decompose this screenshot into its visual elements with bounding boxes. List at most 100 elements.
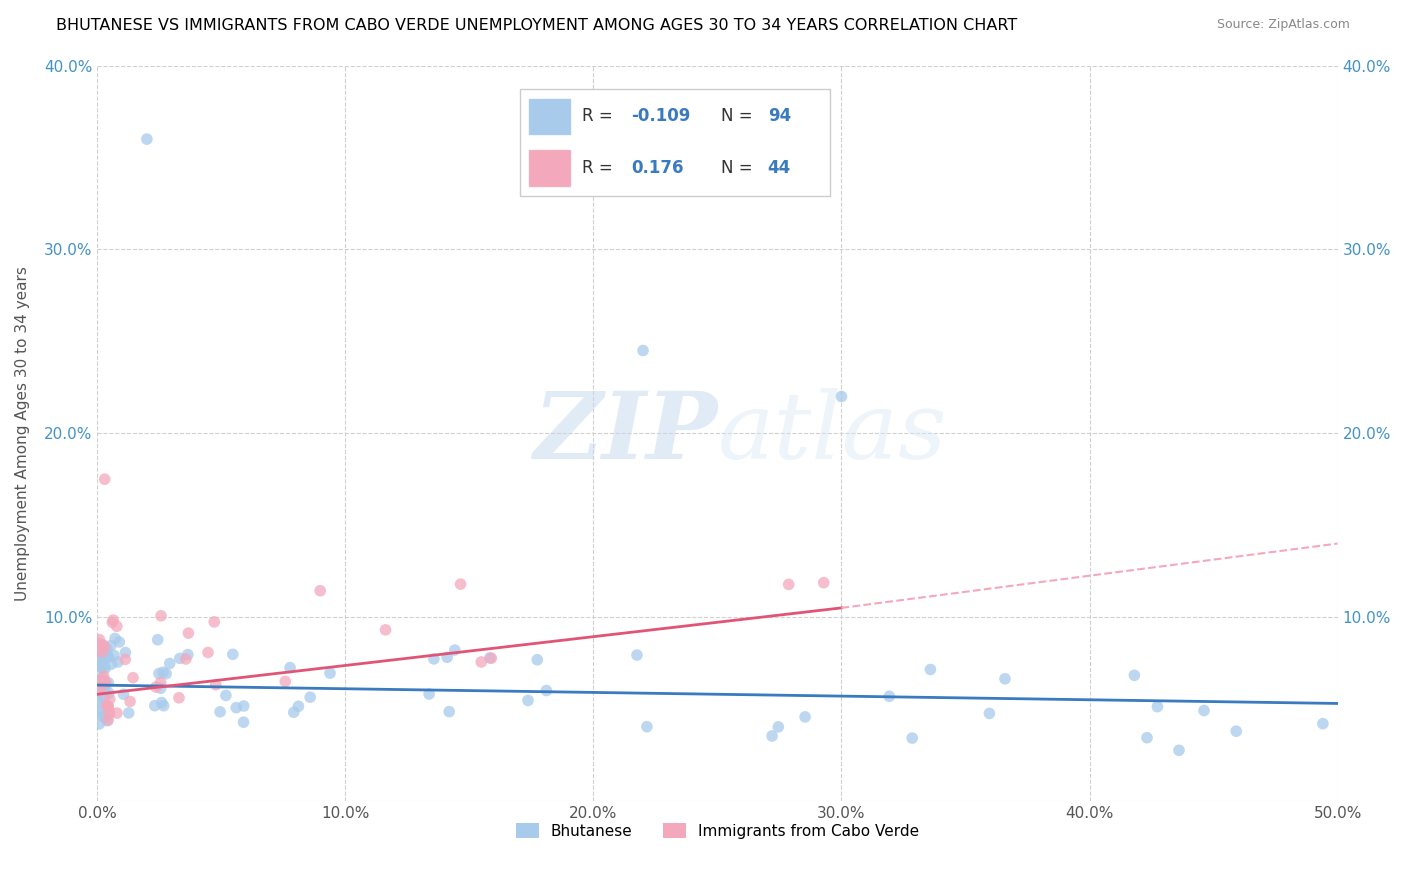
Bhutanese <box>319 666 342 681</box>
Immigrants from Cabo Verde <box>813 575 835 590</box>
Bhutanese <box>90 659 112 673</box>
Immigrants from Cabo Verde <box>90 677 112 691</box>
Bhutanese <box>626 648 648 662</box>
Immigrants from Cabo Verde <box>101 613 124 627</box>
Bhutanese <box>1136 731 1159 745</box>
Bhutanese <box>443 643 465 657</box>
Immigrants from Cabo Verde <box>91 638 114 652</box>
Bhutanese <box>536 683 558 698</box>
Bhutanese <box>91 656 114 670</box>
Bhutanese <box>1146 699 1168 714</box>
Bhutanese <box>994 672 1017 686</box>
Bhutanese <box>90 679 112 693</box>
Immigrants from Cabo Verde <box>87 636 110 650</box>
Bhutanese <box>107 655 129 669</box>
Bhutanese <box>148 666 170 681</box>
Immigrants from Cabo Verde <box>374 623 396 637</box>
Immigrants from Cabo Verde <box>91 645 114 659</box>
Bhutanese <box>112 687 135 701</box>
Bhutanese <box>93 677 115 691</box>
Immigrants from Cabo Verde <box>149 675 172 690</box>
Bhutanese <box>143 698 166 713</box>
Bhutanese <box>114 646 136 660</box>
Bhutanese <box>299 690 322 705</box>
Immigrants from Cabo Verde <box>98 692 121 706</box>
Bhutanese <box>631 343 654 358</box>
Bhutanese <box>93 690 115 705</box>
Immigrants from Cabo Verde <box>89 632 111 647</box>
Bhutanese <box>209 705 232 719</box>
Bhutanese <box>87 679 110 693</box>
Bhutanese <box>761 729 783 743</box>
Bhutanese <box>150 696 173 710</box>
Bhutanese <box>98 686 121 700</box>
Immigrants from Cabo Verde <box>97 699 120 714</box>
Bhutanese <box>93 676 115 690</box>
Immigrants from Cabo Verde <box>96 698 118 713</box>
Immigrants from Cabo Verde <box>89 684 111 698</box>
Bhutanese <box>89 717 111 731</box>
Bhutanese <box>90 680 112 694</box>
Bhutanese <box>152 665 174 680</box>
Bhutanese <box>108 635 131 649</box>
Bhutanese <box>283 705 305 719</box>
Immigrants from Cabo Verde <box>97 713 120 727</box>
Bhutanese <box>979 706 1001 721</box>
Bhutanese <box>232 715 254 730</box>
Bhutanese <box>87 692 110 706</box>
Immigrants from Cabo Verde <box>94 673 117 688</box>
Immigrants from Cabo Verde <box>778 577 800 591</box>
Immigrants from Cabo Verde <box>97 699 120 714</box>
Bhutanese <box>93 660 115 674</box>
Bhutanese <box>90 658 112 673</box>
Bhutanese <box>830 389 852 403</box>
Immigrants from Cabo Verde <box>86 644 108 658</box>
FancyBboxPatch shape <box>530 150 569 186</box>
Bhutanese <box>135 132 157 146</box>
Bhutanese <box>436 650 458 665</box>
Immigrants from Cabo Verde <box>177 626 200 640</box>
Bhutanese <box>100 657 122 672</box>
Bhutanese <box>87 652 110 666</box>
Immigrants from Cabo Verde <box>274 674 297 689</box>
Bhutanese <box>94 710 117 724</box>
Bhutanese <box>96 714 118 728</box>
Bhutanese <box>1312 716 1334 731</box>
Bhutanese <box>87 695 110 709</box>
Text: 94: 94 <box>768 108 792 126</box>
Bhutanese <box>418 687 440 701</box>
FancyBboxPatch shape <box>520 89 830 196</box>
Bhutanese <box>96 642 118 657</box>
Immigrants from Cabo Verde <box>90 673 112 688</box>
Bhutanese <box>93 639 115 653</box>
Bhutanese <box>423 652 446 666</box>
Bhutanese <box>89 651 111 665</box>
Immigrants from Cabo Verde <box>204 678 226 692</box>
Bhutanese <box>93 683 115 698</box>
Bhutanese <box>636 720 658 734</box>
Bhutanese <box>287 699 309 714</box>
Immigrants from Cabo Verde <box>309 583 332 598</box>
Bhutanese <box>146 632 169 647</box>
Bhutanese <box>478 651 501 665</box>
Bhutanese <box>232 698 254 713</box>
Bhutanese <box>87 678 110 692</box>
Bhutanese <box>90 703 112 717</box>
Immigrants from Cabo Verde <box>470 655 492 669</box>
Bhutanese <box>1168 743 1191 757</box>
Immigrants from Cabo Verde <box>450 577 472 591</box>
Bhutanese <box>278 660 301 674</box>
Bhutanese <box>94 661 117 675</box>
Text: BHUTANESE VS IMMIGRANTS FROM CABO VERDE UNEMPLOYMENT AMONG AGES 30 TO 34 YEARS C: BHUTANESE VS IMMIGRANTS FROM CABO VERDE … <box>56 18 1018 33</box>
Bhutanese <box>103 648 125 663</box>
Immigrants from Cabo Verde <box>93 640 115 654</box>
Immigrants from Cabo Verde <box>105 706 128 720</box>
Bhutanese <box>1123 668 1146 682</box>
Bhutanese <box>97 675 120 690</box>
Text: 0.176: 0.176 <box>631 159 685 177</box>
Bhutanese <box>177 648 200 662</box>
Text: -0.109: -0.109 <box>631 108 690 126</box>
Bhutanese <box>149 681 172 696</box>
FancyBboxPatch shape <box>530 99 569 134</box>
Bhutanese <box>901 731 924 745</box>
